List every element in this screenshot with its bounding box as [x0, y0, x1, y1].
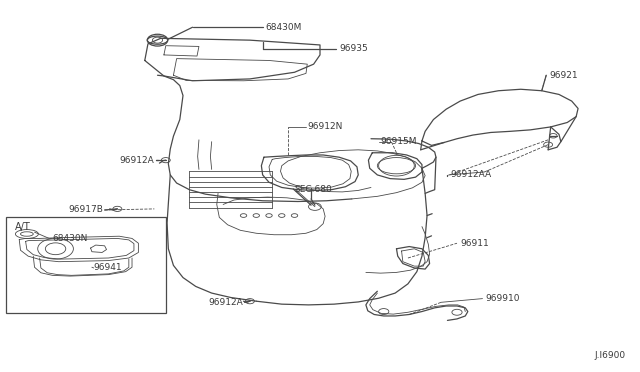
- Text: 68430M: 68430M: [266, 23, 302, 32]
- Text: 96921: 96921: [549, 71, 578, 80]
- Text: 96915M: 96915M: [381, 137, 417, 146]
- Text: 96912AA: 96912AA: [451, 170, 492, 179]
- Text: 96917B: 96917B: [68, 205, 103, 215]
- Text: 96912A: 96912A: [209, 298, 244, 307]
- Bar: [6, 217, 166, 313]
- Text: 68430N: 68430N: [52, 234, 88, 243]
- Text: 96911: 96911: [460, 239, 489, 248]
- Text: A/T: A/T: [15, 222, 31, 232]
- Text: 96941: 96941: [94, 263, 122, 272]
- Text: J.I6900: J.I6900: [595, 351, 626, 360]
- Text: 969910: 969910: [486, 294, 520, 303]
- Text: 96912A: 96912A: [120, 155, 154, 165]
- Text: 96912N: 96912N: [307, 122, 342, 131]
- Text: 96935: 96935: [339, 44, 368, 53]
- Text: SEC.680: SEC.680: [294, 185, 332, 194]
